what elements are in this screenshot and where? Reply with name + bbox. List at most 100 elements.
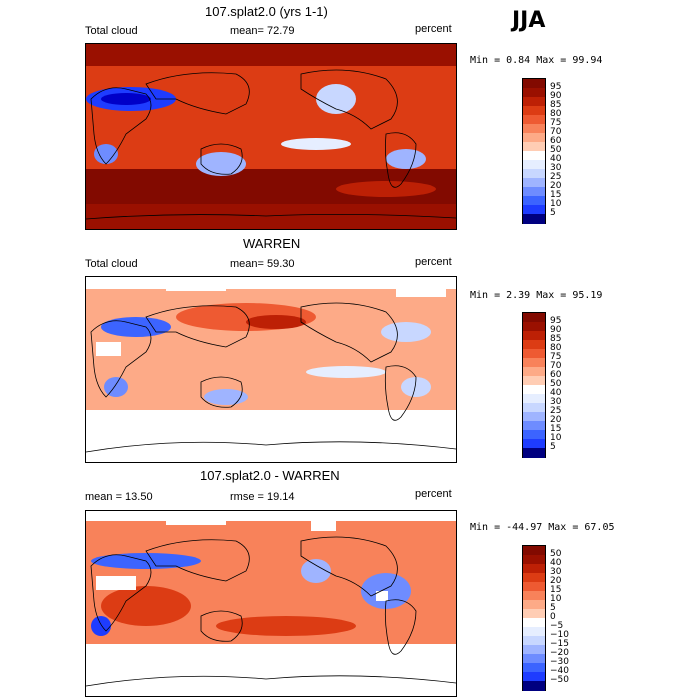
colorbar-tick-label: 25 — [550, 171, 562, 182]
panel-2-background-field — [86, 277, 456, 410]
colorbar-cell — [523, 681, 545, 691]
panel-2-minmax: Min = 2.39 Max = 95.19 — [470, 290, 603, 301]
panel-3-south-atlantic-negative — [91, 616, 111, 636]
colorbar-cell — [523, 645, 545, 655]
panel-2-australia-low — [204, 389, 248, 405]
colorbar-tick-label: 20 — [550, 575, 562, 586]
panel-2-missing-top — [166, 277, 226, 291]
colorbar-tick-label: 50 — [550, 378, 562, 389]
panel-2-nw-pacific-core — [246, 315, 306, 329]
colorbar-tick-label: 10 — [550, 198, 562, 209]
colorbar-cell — [523, 106, 545, 116]
panel-3-sh-positive — [216, 616, 356, 636]
colorbar-cell — [523, 636, 545, 646]
panel-1-map-svg — [86, 44, 456, 229]
panel-3-unit-label: percent — [415, 488, 452, 500]
colorbar-cell — [523, 403, 545, 413]
colorbar-cell — [523, 367, 545, 377]
colorbar-cell — [523, 151, 545, 161]
panel-1-map — [85, 43, 457, 230]
panel-3-missing-top — [166, 511, 226, 525]
panel-3-rmse-label: rmse = 19.14 — [230, 491, 295, 503]
colorbar-tick-label: 15 — [550, 189, 562, 200]
colorbar-tick-label: 15 — [550, 423, 562, 434]
colorbar-tick-label: −50 — [550, 674, 569, 685]
colorbar-cell — [523, 322, 545, 332]
panel-1-mean-label: mean= 72.79 — [230, 25, 295, 37]
colorbar-tick-label: 85 — [550, 99, 562, 110]
colorbar-tick-label: 30 — [550, 566, 562, 577]
colorbar-cell — [523, 205, 545, 215]
colorbar-box — [522, 312, 546, 458]
colorbar-tick-label: 90 — [550, 324, 562, 335]
panel-1-storm-track — [336, 181, 436, 197]
colorbar-cell — [523, 313, 545, 323]
panel-3-missing-ne — [311, 511, 336, 531]
colorbar-cell — [523, 448, 545, 458]
colorbar-cell — [523, 430, 545, 440]
season-label: JJA — [512, 8, 546, 33]
panel-3-missing-sa — [376, 591, 388, 601]
colorbar-cell — [523, 214, 545, 224]
colorbar-tick-label: −5 — [550, 620, 564, 631]
colorbar-cell — [523, 546, 545, 556]
colorbar-tick-label: 95 — [550, 315, 562, 326]
colorbar-cell — [523, 97, 545, 107]
panel-1-colorbar: 95 90 85 80 75 70 60 50 40 30 25 20 15 10 5 — [522, 78, 561, 224]
colorbar-cell — [523, 618, 545, 628]
colorbar-cell — [523, 331, 545, 341]
colorbar-tick-label: 40 — [550, 557, 562, 568]
colorbar-tick-label: 70 — [550, 360, 562, 371]
colorbar-cell — [523, 555, 545, 565]
colorbar-tick-label: 10 — [550, 593, 562, 604]
panel-2-variable-label: Total cloud — [85, 258, 138, 270]
colorbar-cell — [523, 178, 545, 188]
panel-1-south-america-low — [386, 149, 426, 169]
colorbar-cell — [523, 79, 545, 89]
panel-2-missing-greenland — [396, 287, 446, 297]
panel-1-sahara-core — [101, 93, 151, 105]
panel-1-antarctic-band — [86, 204, 456, 229]
panel-2-title: WARREN — [243, 236, 301, 251]
colorbar-tick-label: 5 — [550, 207, 556, 218]
colorbar-tick-label: −15 — [550, 638, 569, 649]
colorbar-cell — [523, 376, 545, 386]
panel-1-minmax: Min = 0.84 Max = 99.94 — [470, 55, 603, 66]
panel-3-missing-block — [96, 576, 136, 590]
colorbar-tick-label: 90 — [550, 90, 562, 101]
colorbar-cell — [523, 582, 545, 592]
colorbar-cell — [523, 340, 545, 350]
panel-1-south-africa-low — [94, 144, 118, 164]
panel-2-south-america-low — [401, 377, 431, 397]
colorbar-cell — [523, 394, 545, 404]
colorbar-tick-label: 60 — [550, 369, 562, 380]
panel-3-africa-positive — [101, 586, 191, 626]
colorbar-tick-label: −10 — [550, 629, 569, 640]
panel-2-na-low — [381, 322, 431, 342]
colorbar-cell — [523, 169, 545, 179]
panel-3-title: 107.splat2.0 - WARREN — [200, 468, 340, 483]
colorbar-tick-label: 60 — [550, 135, 562, 146]
colorbar-cell — [523, 385, 545, 395]
colorbar-cell — [523, 412, 545, 422]
colorbar-tick-label: −40 — [550, 665, 569, 676]
panel-2-missing-block — [96, 342, 121, 356]
colorbar-cell — [523, 88, 545, 98]
colorbar-cell — [523, 115, 545, 125]
colorbar-tick-label: 0 — [550, 611, 556, 622]
panel-1-pacific-band — [281, 138, 351, 150]
panel-3-mean-label: mean = 13.50 — [85, 491, 153, 503]
colorbar-tick-label: 20 — [550, 414, 562, 425]
panel-2-antarctic-missing — [86, 410, 456, 462]
panel-3-map-svg — [86, 511, 456, 696]
colorbar-box — [522, 545, 546, 691]
colorbar-cell — [523, 133, 545, 143]
colorbar-cell — [523, 421, 545, 431]
panel-3-minmax: Min = -44.97 Max = 67.05 — [470, 522, 615, 533]
colorbar-tick-label: 50 — [550, 548, 562, 559]
colorbar-cell — [523, 573, 545, 583]
colorbar-tick-label: 15 — [550, 584, 562, 595]
panel-1-variable-label: Total cloud — [85, 25, 138, 37]
panel-1-australia-low — [196, 152, 246, 176]
colorbar-cell — [523, 160, 545, 170]
